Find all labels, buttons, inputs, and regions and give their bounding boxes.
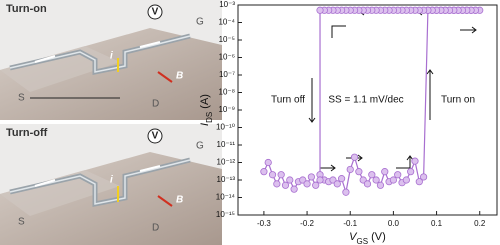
label-v: V [152,131,159,142]
data-point [307,173,315,181]
y-tick-label: 10⁻¹⁵ [216,210,235,219]
x-tick-label: 0.1 [431,219,443,228]
data-point [273,180,281,188]
y-axis-label: IDS (A) [199,94,214,126]
label-b: B [176,71,183,82]
data-point [268,171,277,179]
y-tick-label: 10⁻¹⁴ [216,193,236,202]
label-d: D [152,99,159,110]
data-point [333,180,341,188]
data-point [350,153,359,161]
label-g: G [196,141,204,152]
panel-title: Turn-off [6,127,48,139]
data-point [303,180,311,188]
y-tick-label: 10⁻⁹ [218,105,235,114]
sweep-arrows [308,8,477,172]
x-axis-label-main: V [349,231,358,243]
label-s: S [18,93,25,104]
current-arrow [34,179,56,187]
data-point [264,158,272,167]
y-tick-label: 10⁻⁶ [219,53,235,62]
data-point [277,171,285,179]
data-point [376,181,385,189]
data-point [381,168,389,176]
data-point [355,168,363,176]
y-tick-label: 10⁻³ [219,0,235,9]
y-axis-label-main: I [199,123,211,126]
data-point [363,180,372,188]
turn-off-panel: Turn-off S D G V i B [0,124,222,245]
y-tick-label: 10⁻⁸ [219,88,236,97]
y-tick-label: 10⁻⁷ [219,70,235,79]
field-arrow [157,71,173,83]
data-point [342,188,350,196]
y-tick-label: 10⁻⁵ [219,35,235,44]
y-tick-label: 10⁻¹² [217,158,236,167]
y-axis-label-unit: (A) [199,94,211,112]
data-point [411,157,419,165]
y-axis-label-sub: DS [205,112,214,123]
data-point [389,176,397,184]
x-axis-label-sub: GS [357,237,369,245]
x-axis-label-unit: (V) [368,231,386,243]
x-tick-label: -0.2 [300,219,314,228]
label-b: B [176,195,183,206]
data-point [286,176,294,184]
data-point [316,6,324,14]
y-tick-label: 10⁻¹¹ [217,140,236,149]
x-tick-label: -0.1 [343,219,357,228]
data-point [420,173,428,181]
label-s: S [18,217,25,228]
turn-on-panel: Turn-on S D G V i B [0,0,222,120]
data-point [415,178,423,186]
data-point [407,168,415,176]
x-tick-label: 0.0 [388,219,400,228]
label-g: G [196,17,204,28]
data-point [372,176,380,184]
current-arrow [139,165,161,172]
field-arrow [157,195,173,207]
label-d: D [152,223,159,234]
label-i: i [110,51,113,62]
x-tick-label: 0.2 [474,219,486,228]
annotation: Turn off [271,95,305,106]
data-point [316,176,324,184]
annotation: Turn on [441,95,475,106]
data-point [368,171,376,179]
data-point [337,175,346,183]
data-point [346,165,354,174]
data-point [260,168,268,176]
wire-highlight [9,159,191,205]
data-point [281,181,290,189]
voltmeter [147,128,163,144]
y-tick-label: 10⁻¹³ [217,175,236,184]
voltmeter [147,4,163,20]
label-i: i [110,175,113,186]
data-point [394,171,402,179]
x-axis-label: VGS (V) [349,231,386,245]
chart: Turn off SS = 1.1 mV/dec Turn on 10⁻¹⁵ 10… [199,0,498,245]
data-point [312,181,320,189]
y-tick-label: 10⁻⁴ [218,18,235,27]
x-tick-label: -0.3 [257,219,271,228]
label-v: V [152,7,159,18]
wire-highlight [9,35,191,73]
current-arrow [139,41,161,48]
current-arrow [34,55,56,63]
y-tick-label: 10⁻¹⁰ [216,123,235,132]
data-point [290,185,298,193]
annotation: SS = 1.1 mV/dec [328,95,403,106]
substrate [0,28,222,120]
data-point [402,176,410,184]
panel-title: Turn-on [6,3,47,15]
